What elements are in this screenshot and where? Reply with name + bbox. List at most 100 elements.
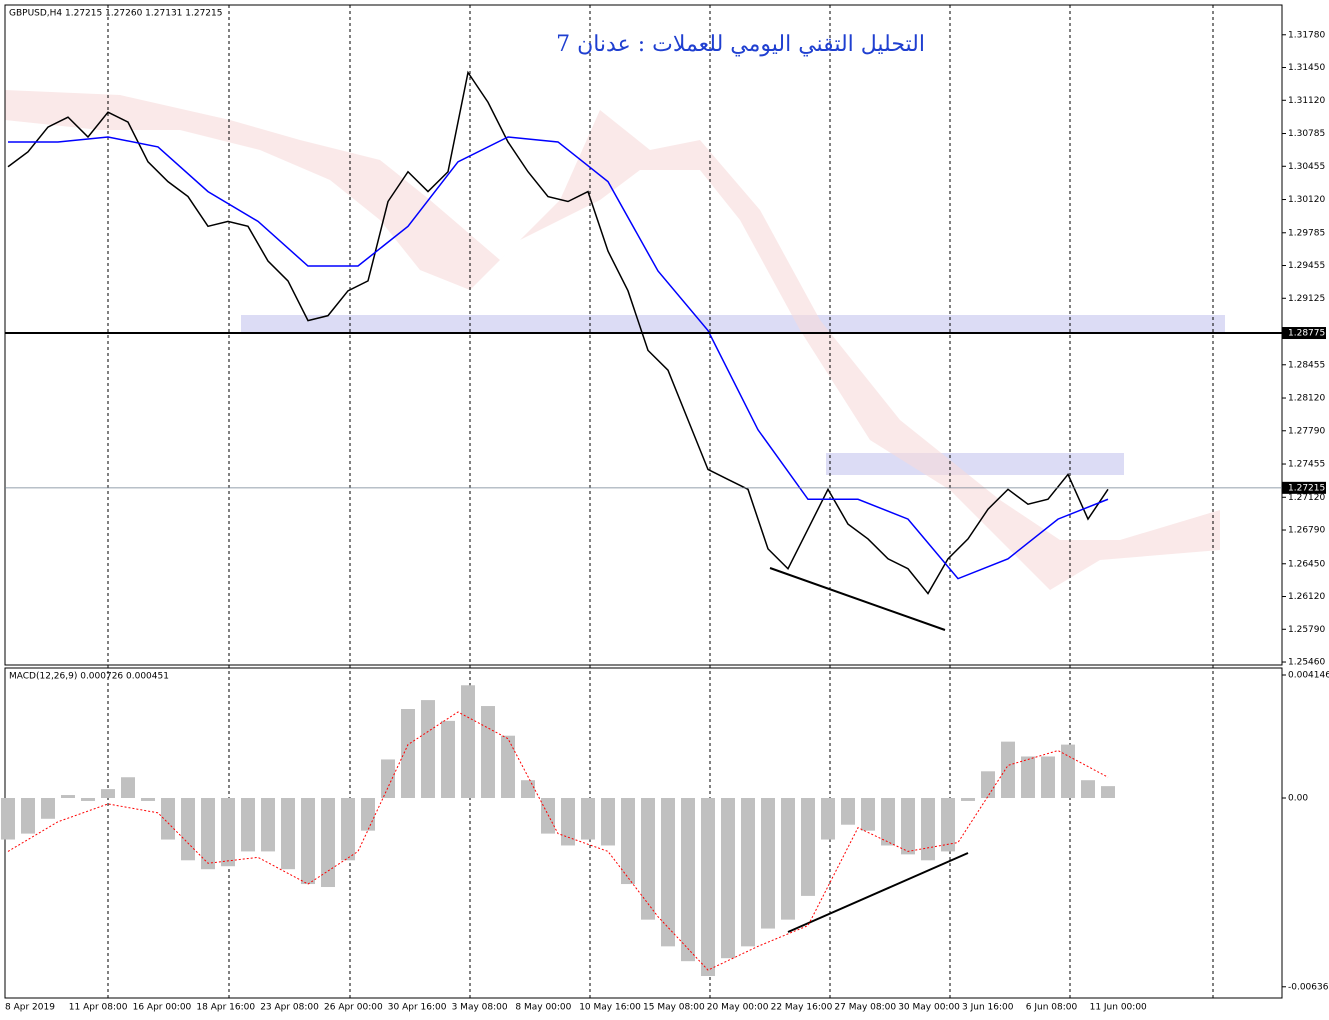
macd-bar: [361, 798, 375, 831]
y-tick-label: 1.30455: [1288, 162, 1325, 172]
macd-bar: [281, 798, 295, 870]
price-line: [7, 70, 1109, 595]
price-trendline: [769, 567, 946, 631]
macd-bar: [881, 798, 895, 846]
chart-title: التحليل التقني اليومي للعملات : عدنان 7: [556, 32, 925, 57]
y-tick-label: 1.25460: [1288, 658, 1325, 668]
macd-bar: [621, 798, 635, 885]
macd-bar: [861, 798, 875, 831]
macd-bar: [221, 798, 235, 867]
resistance-zone: [826, 453, 1124, 475]
macd-bar: [21, 798, 35, 834]
x-tick-label: 15 May 08:00: [643, 1003, 705, 1013]
x-tick-label: 22 May 16:00: [771, 1003, 833, 1013]
x-tick-label: 27 May 08:00: [834, 1003, 896, 1013]
x-tick-label: 8 May 00:00: [515, 1003, 571, 1013]
y-tick-label: 1.31450: [1288, 63, 1325, 73]
macd-bar: [81, 798, 95, 801]
macd-bar: [1041, 756, 1055, 799]
macd-bar: [1021, 756, 1035, 799]
macd-bar: [841, 798, 855, 825]
level-label: 1.28775: [1288, 329, 1325, 339]
x-tick-label: 26 Apr 00:00: [324, 1003, 383, 1013]
symbol-header: GBPUSD,H4 1.27215 1.27260 1.27131 1.2721…: [9, 9, 222, 19]
x-tick-label: 11 Apr 08:00: [69, 1003, 128, 1013]
macd-bar: [921, 798, 935, 861]
y-tick-label: 1.27455: [1288, 460, 1325, 470]
y-tick-label: -0.006363: [1288, 982, 1329, 992]
macd-bar: [561, 798, 575, 846]
x-tick-label: 23 Apr 08:00: [260, 1003, 319, 1013]
macd-bar: [321, 798, 335, 888]
y-tick-label: 0.00: [1288, 794, 1308, 804]
y-tick-label: 1.25790: [1288, 625, 1325, 635]
macd-bar: [521, 780, 535, 799]
x-tick-label: 30 May 00:00: [898, 1003, 960, 1013]
macd-bar: [161, 798, 175, 840]
x-tick-label: 3 Jun 16:00: [962, 1003, 1014, 1013]
macd-bar: [801, 798, 815, 896]
y-tick-label: 1.26450: [1288, 559, 1325, 569]
ichimoku-cloud: [5, 90, 1220, 590]
macd-bar: [501, 735, 515, 799]
macd-bar: [661, 798, 675, 947]
macd-bar: [181, 798, 195, 861]
macd-bar: [761, 798, 775, 929]
macd-bar: [641, 798, 655, 920]
macd-bar: [961, 798, 975, 801]
macd-bar: [61, 795, 75, 799]
current-price-label: 1.27215: [1288, 483, 1325, 493]
macd-bar: [1061, 744, 1075, 799]
macd-bar: [381, 759, 395, 799]
macd-bar: [421, 700, 435, 799]
macd-bar: [821, 798, 835, 840]
macd-bar: [1001, 741, 1015, 799]
level-label-box: [1282, 327, 1326, 340]
macd-bar: [741, 798, 755, 947]
macd-label: MACD(12,26,9) 0.000726 0.000451: [9, 672, 169, 682]
y-tick-label: 1.30785: [1288, 129, 1325, 139]
y-tick-label: 1.29785: [1288, 228, 1325, 238]
macd-bar: [481, 706, 495, 799]
current-price-box: [1282, 481, 1326, 494]
x-tick-label: 10 May 16:00: [579, 1003, 641, 1013]
macd-trendline: [787, 852, 969, 933]
y-tick-label: 1.29125: [1288, 294, 1325, 304]
macd-bar: [721, 798, 735, 959]
x-tick-label: 8 Apr 2019: [5, 1003, 55, 1013]
macd-bar: [141, 798, 155, 801]
x-tick-label: 30 Apr 16:00: [388, 1003, 447, 1013]
macd-bar: [701, 798, 715, 977]
macd-bar: [461, 685, 475, 799]
macd-bar: [41, 798, 55, 819]
macd-bar: [681, 798, 695, 962]
y-tick-label: 1.27120: [1288, 493, 1325, 503]
y-tick-label: 0.004146: [1288, 671, 1329, 681]
macd-bar: [201, 798, 215, 870]
macd-bar: [781, 798, 795, 920]
y-tick-label: 1.28455: [1288, 360, 1325, 370]
macd-bar: [1, 798, 15, 840]
macd-bar: [101, 789, 115, 799]
macd-bar: [341, 798, 355, 861]
x-tick-label: 11 Jun 00:00: [1090, 1003, 1147, 1013]
macd-bar: [241, 798, 255, 852]
y-tick-label: 1.28120: [1288, 394, 1325, 404]
y-tick-label: 1.26120: [1288, 592, 1325, 602]
x-tick-label: 6 Jun 08:00: [1026, 1003, 1078, 1013]
x-tick-label: 3 May 08:00: [452, 1003, 508, 1013]
support-zone: [241, 315, 1225, 332]
y-tick-label: 1.31780: [1288, 30, 1325, 40]
macd-bar: [941, 798, 955, 852]
x-tick-label: 16 Apr 00:00: [133, 1003, 192, 1013]
macd-bar: [301, 798, 315, 885]
macd-bar: [601, 798, 615, 846]
macd-bar: [581, 798, 595, 840]
x-tick-label: 18 Apr 16:00: [196, 1003, 255, 1013]
y-tick-label: 1.26790: [1288, 526, 1325, 536]
macd-bar: [261, 798, 275, 852]
signal-line: [7, 711, 1109, 971]
macd-bar: [901, 798, 915, 855]
